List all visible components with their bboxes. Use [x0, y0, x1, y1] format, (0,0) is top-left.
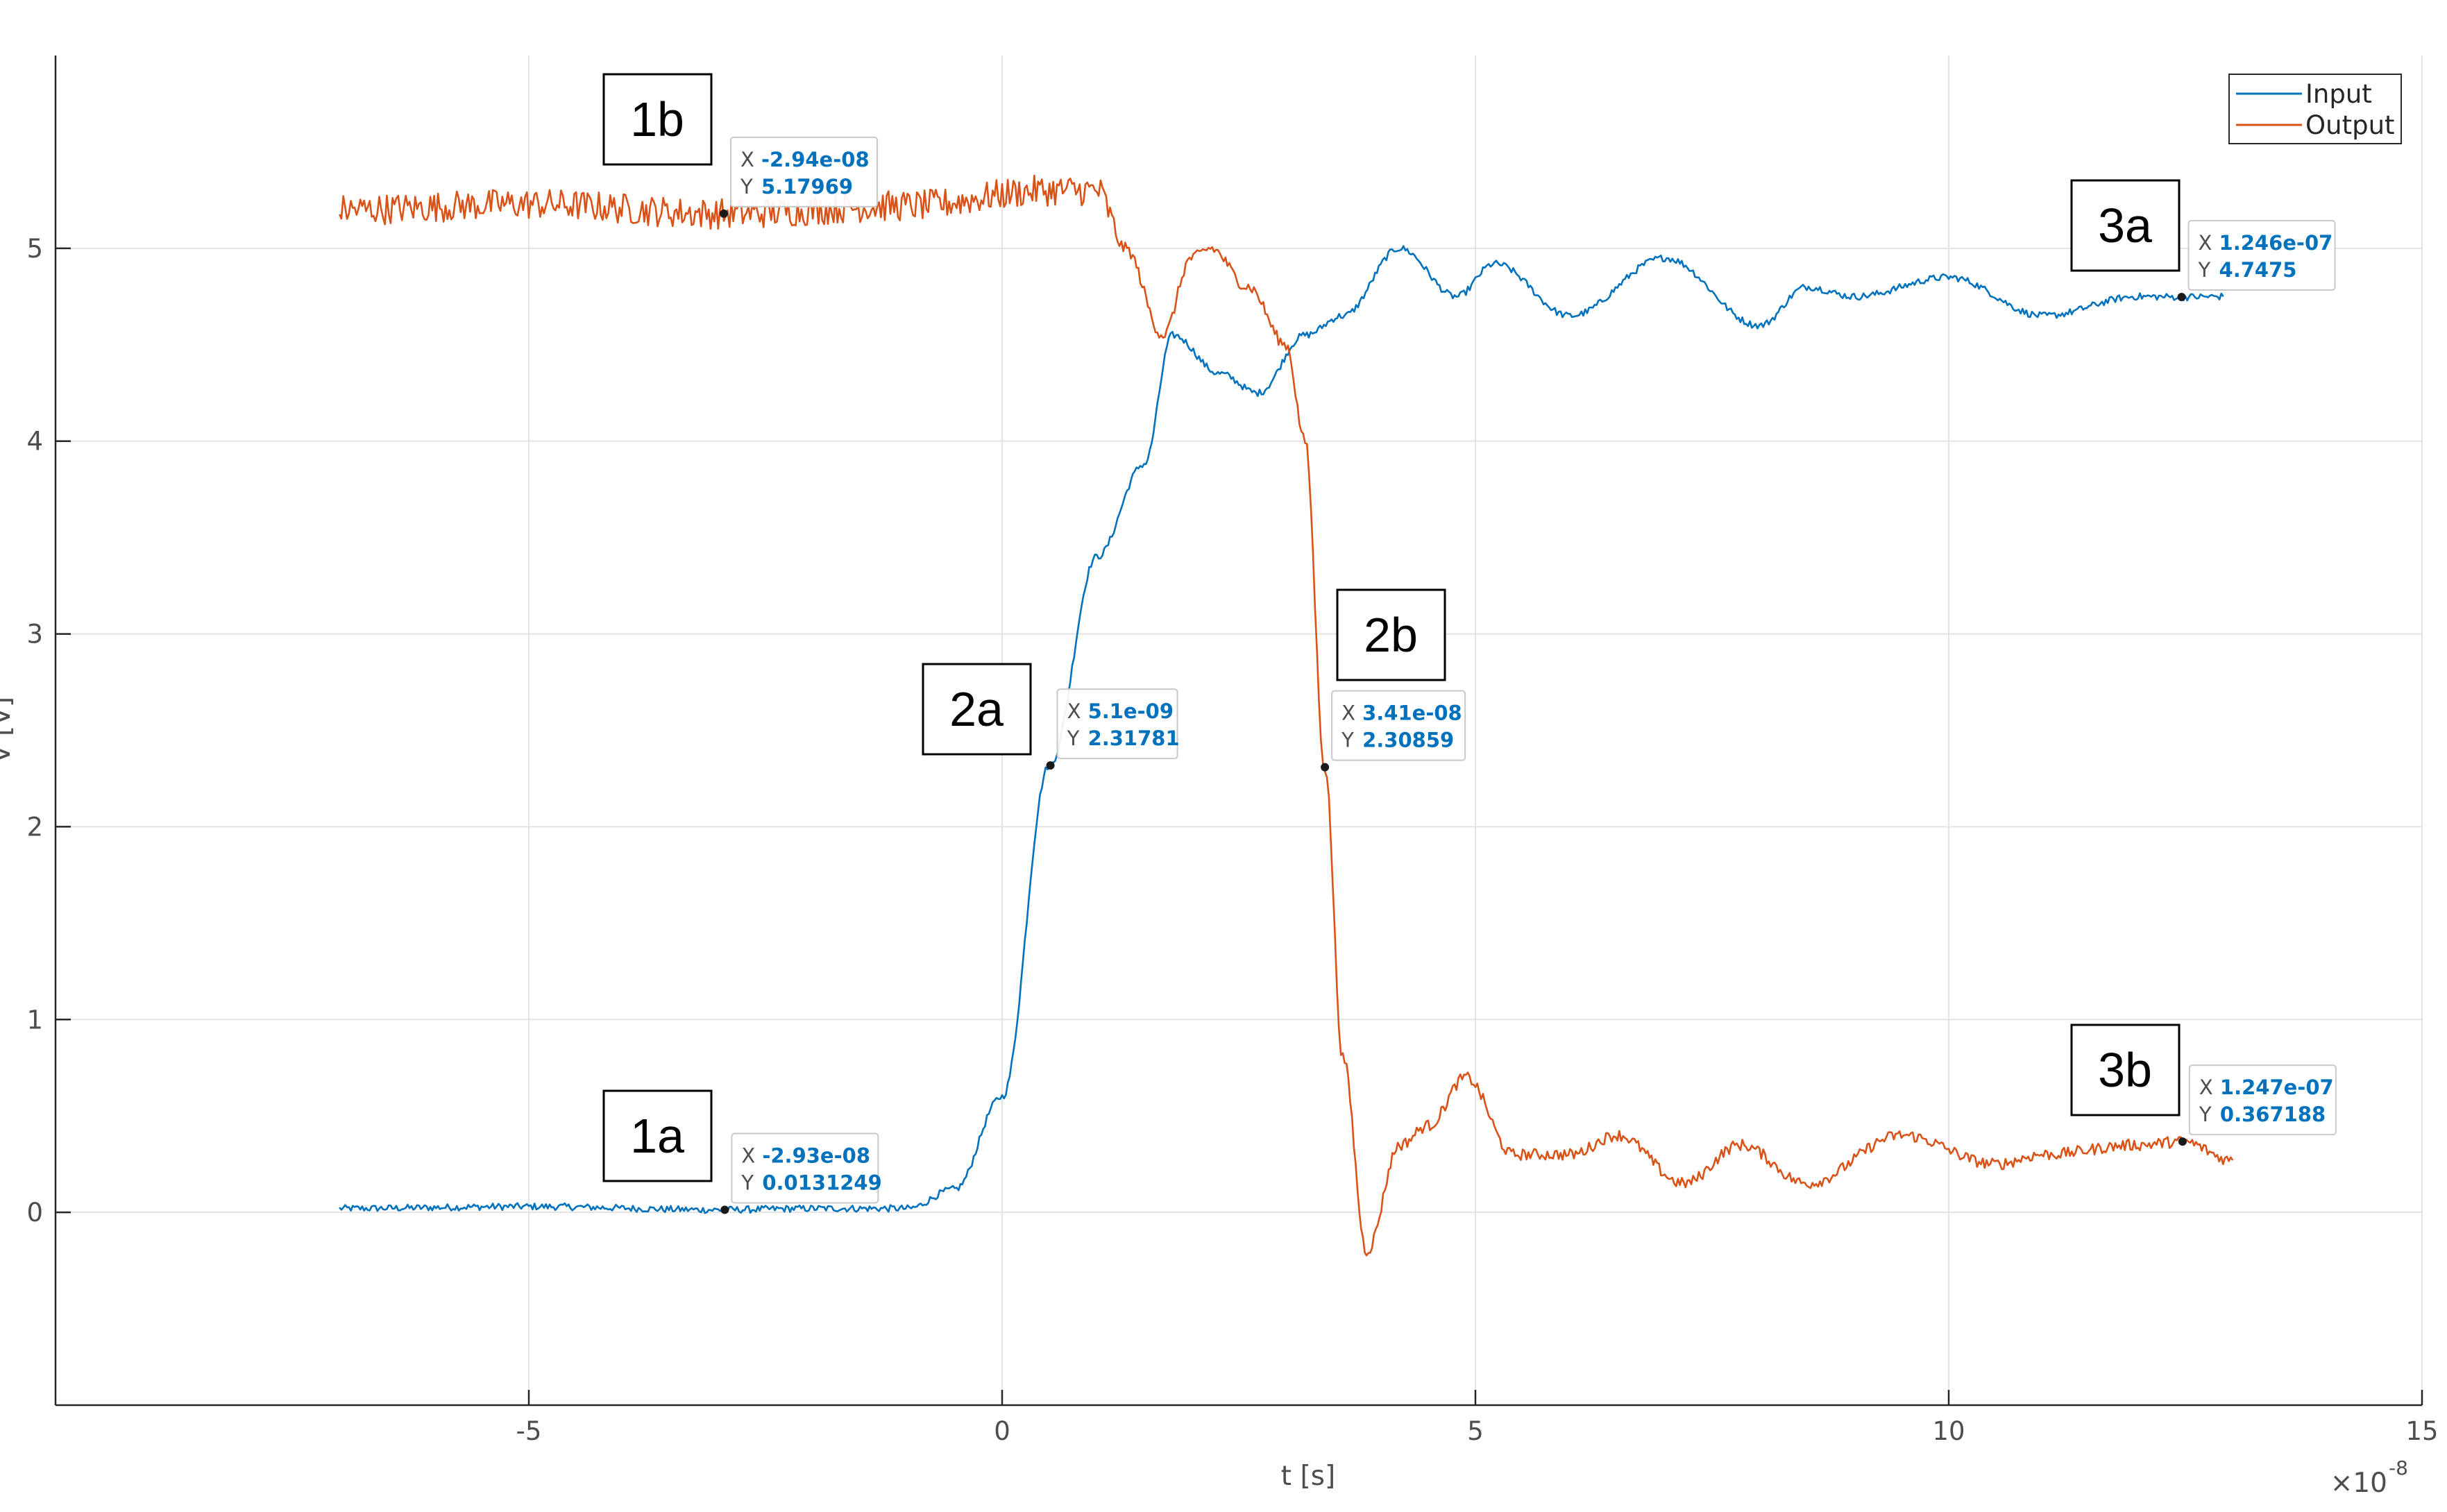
y-tick-label: 1 [26, 1005, 43, 1035]
datatip-y-key: Y [2198, 258, 2211, 282]
datatip-box [2187, 220, 2336, 291]
callout-box [2070, 179, 2181, 272]
x-exponent-power: -8 [2389, 1456, 2408, 1479]
y-tick-label: 5 [26, 234, 43, 264]
datatip-y-key: Y [1067, 727, 1080, 750]
datatip-y-value: 4.7475 [2219, 258, 2297, 282]
axes: -5 0 5 10 15 0 1 2 3 4 5 t [s] V [V] ×10-8 [0, 56, 2439, 1499]
callout-label: 1a [630, 1109, 684, 1163]
x-tick-label: 0 [994, 1416, 1010, 1446]
datatip-y-value: 2.31781 [1088, 727, 1180, 750]
datatip-y-key: Y [740, 1171, 754, 1194]
datatip-y-value: 0.367188 [2220, 1103, 2326, 1126]
datatip-y-value: 2.30859 [1362, 729, 1454, 752]
x-tick-label: 5 [1467, 1416, 1484, 1446]
callout-label: 3b [2098, 1043, 2152, 1097]
datatip-box [1056, 688, 1178, 760]
datatip-box [729, 136, 878, 207]
x-tick-label: 10 [1932, 1416, 1965, 1446]
series-line-output [339, 174, 2234, 1257]
callout-label: 2a [949, 682, 1004, 736]
callout-label: 1b [630, 92, 684, 146]
datatip-box [2188, 1064, 2337, 1136]
x-tick-label: -5 [516, 1416, 542, 1446]
legend-box [2228, 74, 2402, 144]
callout-label: 2b [1364, 608, 1418, 662]
series-line-input [339, 245, 2224, 1214]
datatip-x-key: X [1341, 702, 1355, 725]
callout-box [1336, 588, 1446, 681]
callout-label: 3a [2098, 198, 2152, 253]
grid [56, 56, 2423, 1405]
datatip-x-key: X [2199, 231, 2212, 255]
datatip-x-value: 1.247e-07 [2220, 1076, 2334, 1099]
datatip-marker [719, 209, 728, 218]
x-exponent-label: ×10 [2330, 1468, 2387, 1499]
datatip-marker [720, 1205, 729, 1214]
datatip-y-key: Y [1341, 729, 1354, 752]
legend-label-output: Output [2305, 110, 2395, 140]
datatip-y-key: Y [2199, 1103, 2212, 1126]
y-tick-label: 4 [26, 427, 43, 457]
datatip-y-value: 5.17969 [761, 175, 853, 198]
datatip-x-value: 3.41e-08 [1362, 702, 1462, 725]
callout-box [602, 1089, 713, 1182]
x-axis-label: t [s] [1281, 1461, 1335, 1492]
datatip-x-value: -2.94e-08 [761, 148, 870, 171]
datatip-y-key: Y [740, 175, 753, 198]
datatip-x-key: X [1067, 699, 1081, 723]
callout-box [2070, 1023, 2181, 1116]
datatip-marker [1046, 761, 1055, 770]
datatip-marker [2177, 293, 2186, 302]
datatip-x-value: -2.93e-08 [762, 1144, 870, 1167]
datatip-y-value: 0.0131249 [762, 1171, 881, 1194]
datatip-box [1331, 690, 1466, 761]
datatip-x-key: X [741, 1144, 755, 1167]
callout-box [922, 663, 1032, 756]
series-lines [339, 174, 2234, 1257]
datatip-box [731, 1132, 879, 1204]
legend-label-input: Input [2305, 79, 2372, 109]
datatip-x-value: 1.246e-07 [2219, 231, 2333, 255]
datatip-marker [1321, 763, 1330, 772]
y-axis-label: V [V] [0, 697, 17, 763]
y-tick-label: 2 [26, 812, 43, 842]
datatip-x-key: X [740, 148, 754, 171]
callouts: 1a 1b 2a 2b 3a 3b [602, 73, 2181, 1182]
datatip-x-value: 5.1e-09 [1088, 699, 1174, 723]
y-tick-label: 0 [26, 1198, 43, 1228]
datatip-x-key: X [2199, 1076, 2213, 1099]
x-tick-label: 15 [2405, 1416, 2438, 1446]
datatip-marker [2178, 1137, 2187, 1146]
callout-box [602, 73, 713, 166]
y-tick-label: 3 [26, 620, 43, 649]
